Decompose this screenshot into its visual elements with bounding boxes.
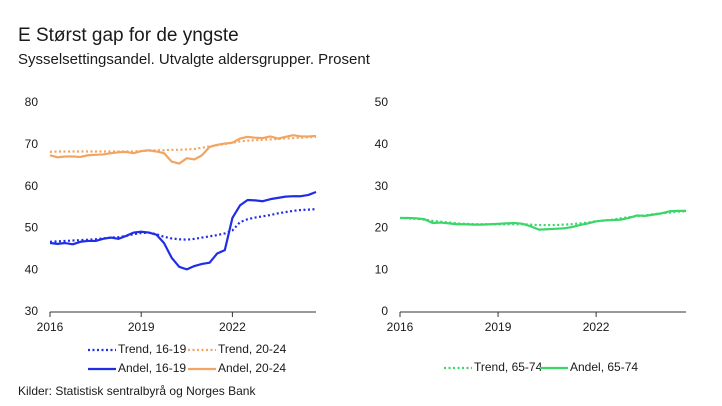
x-tick-label: 2022 [219, 320, 246, 334]
series-line [49, 134, 317, 165]
x-tick-label: 2016 [387, 320, 414, 334]
legend-label: Trend, 16-19 [118, 342, 187, 356]
y-tick-label: 40 [375, 137, 389, 151]
legend-label: Andel, 65-74 [570, 360, 638, 374]
y-tick-label: 70 [25, 137, 39, 151]
chart-title: E Størst gap for de yngste [18, 25, 239, 46]
y-tick-label: 20 [375, 221, 389, 235]
series-line [400, 209, 686, 231]
legend-label: Andel, 20-24 [218, 361, 286, 375]
y-tick-label: 30 [375, 179, 389, 193]
series-line [49, 135, 317, 154]
y-tick-label: 40 [25, 262, 39, 276]
legend-label: Andel, 16-19 [118, 361, 186, 375]
series-line [49, 208, 317, 243]
x-tick-label: 2022 [583, 320, 610, 334]
y-tick-label: 50 [375, 95, 389, 109]
chart-subtitle: Sysselsettingsandel. Utvalgte aldersgrup… [18, 51, 371, 68]
x-tick-label: 2016 [37, 320, 64, 334]
legend-label: Trend, 65-74 [474, 360, 543, 374]
y-tick-label: 60 [25, 179, 39, 193]
x-tick-label: 2019 [485, 320, 512, 334]
y-tick-label: 50 [25, 221, 39, 235]
y-tick-label: 0 [381, 304, 388, 318]
series-line [49, 191, 317, 271]
legend-label: Trend, 20-24 [218, 342, 287, 356]
y-tick-label: 30 [25, 304, 39, 318]
source-note: Kilder: Statistisk sentralbyrå og Norges… [18, 384, 256, 398]
x-tick-label: 2019 [128, 320, 155, 334]
y-tick-label: 10 [375, 262, 389, 276]
y-tick-label: 80 [25, 95, 39, 109]
